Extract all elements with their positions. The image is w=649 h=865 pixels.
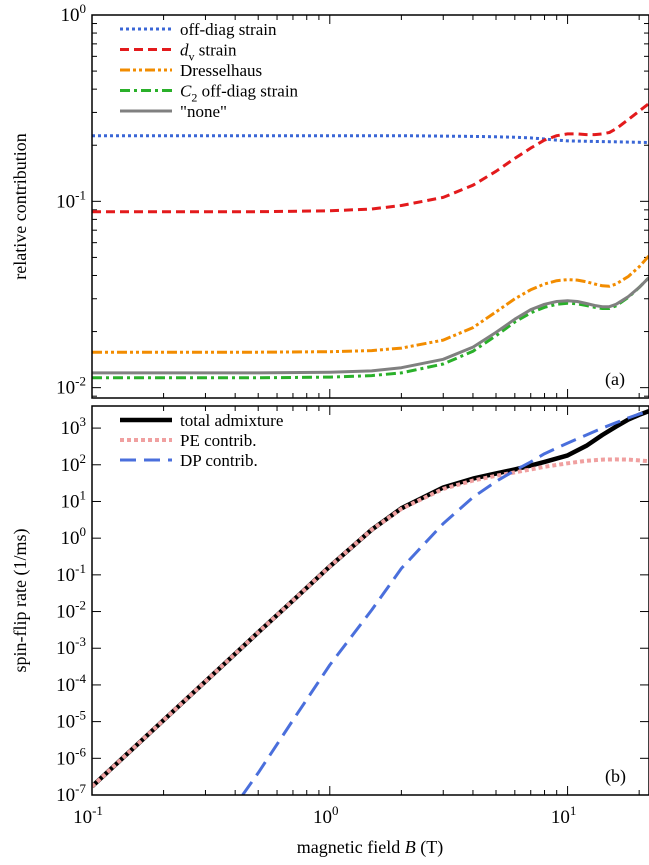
x-label-text: magnetic field [297,837,405,857]
tick-base: 10 [61,528,80,549]
tick-base: 10 [56,378,75,399]
plot-frame [91,14,649,399]
legend-label: Dresselhaus [180,61,262,80]
tick-exponent: 1 [570,803,577,818]
x-tick-label: 101 [551,803,577,828]
tick-exponent: 3 [80,414,87,429]
axis-ticks [91,14,649,398]
tick-base: 10 [61,5,80,26]
tick-exponent: 1 [80,487,87,502]
tick-base: 10 [56,191,75,212]
tick-base: 10 [313,807,332,828]
tick-base: 10 [61,491,80,512]
tick-exponent: 0 [80,1,87,16]
tick-base: 10 [73,807,92,828]
y-tick-label: 10-3 [56,634,86,659]
x-tick-label: 10-1 [73,803,103,828]
legend-label-var: C [180,82,192,101]
legend-label: off-diag strain [180,20,277,39]
tick-exponent: 0 [80,524,87,539]
series-group [92,408,649,795]
y-axis-label: relative contribution [10,133,30,279]
panel-label: (b) [605,766,626,787]
x-label-var: B [405,837,416,857]
tick-exponent: -3 [75,634,86,649]
y-tick-label: 100 [61,1,87,26]
x-label-unit: (T) [416,837,443,858]
y-tick-label: 103 [61,414,87,439]
tick-base: 10 [56,565,75,586]
series-line-0 [92,408,649,789]
tick-base: 10 [56,712,75,733]
y-tick-label: 10-7 [56,781,86,806]
tick-base: 10 [61,418,80,439]
tick-exponent: -6 [75,744,86,759]
panel-label: (a) [605,369,625,390]
y-tick-label: 10-6 [56,744,86,769]
x-axis-label: magnetic field B (T) [297,837,443,858]
legend-label-sub: 2 [191,91,197,105]
tick-base: 10 [56,638,75,659]
legend-label: PE contrib. [180,431,257,450]
tick-base: 10 [56,748,75,769]
plot-frame [91,405,649,796]
y-tick-label: 102 [61,451,87,476]
tick-exponent: 0 [332,803,339,818]
legend-label: DP contrib. [180,451,258,470]
tick-base: 10 [61,455,80,476]
series-line-3 [92,276,649,380]
legend-label: "none" [180,102,227,121]
tick-exponent: -1 [92,803,103,818]
legend-label: total admixture [180,411,283,430]
y-tick-label: 10-5 [56,708,86,733]
series-line-4 [92,276,649,375]
tick-exponent: -2 [75,598,86,613]
y-axis-label: spin-flip rate (1/ms) [10,529,31,673]
y-tick-label: 10-1 [56,561,86,586]
tick-exponent: 2 [80,451,87,466]
axis-ticks [91,406,649,796]
tick-exponent: -1 [75,187,86,202]
legend-label-rest: strain [195,41,238,60]
legend-label: C2 off-diag strain [180,82,299,105]
y-tick-label: 10-4 [56,671,86,696]
legend-label: dv strain [180,41,237,64]
y-tick-label: 10-2 [56,598,86,623]
tick-base: 10 [56,675,75,696]
legend-label-var: d [180,41,189,60]
x-tick-label: 100 [313,803,339,828]
y-tick-label: 101 [61,487,87,512]
series-line-0 [92,134,649,144]
tick-base: 10 [56,785,75,806]
series-group [92,102,649,380]
tick-exponent: -7 [75,781,86,796]
tick-base: 10 [56,602,75,623]
series-line-1 [92,457,649,788]
tick-base: 10 [551,807,570,828]
y-tick-label: 10-1 [56,187,86,212]
series-line-2 [92,254,649,354]
y-tick-label: 100 [61,524,87,549]
series-line-1 [92,102,649,214]
legend-label-rest: off-diag strain [197,82,298,101]
tick-exponent: -2 [75,374,86,389]
y-tick-label: 10-2 [56,374,86,399]
tick-exponent: -4 [75,671,86,686]
tick-exponent: -1 [75,561,86,576]
panel-b: 10310210110010-110-210-310-410-510-610-7… [10,405,649,858]
series-line-2 [241,409,649,795]
tick-exponent: -5 [75,708,86,723]
legend-label-sub: v [189,50,195,64]
